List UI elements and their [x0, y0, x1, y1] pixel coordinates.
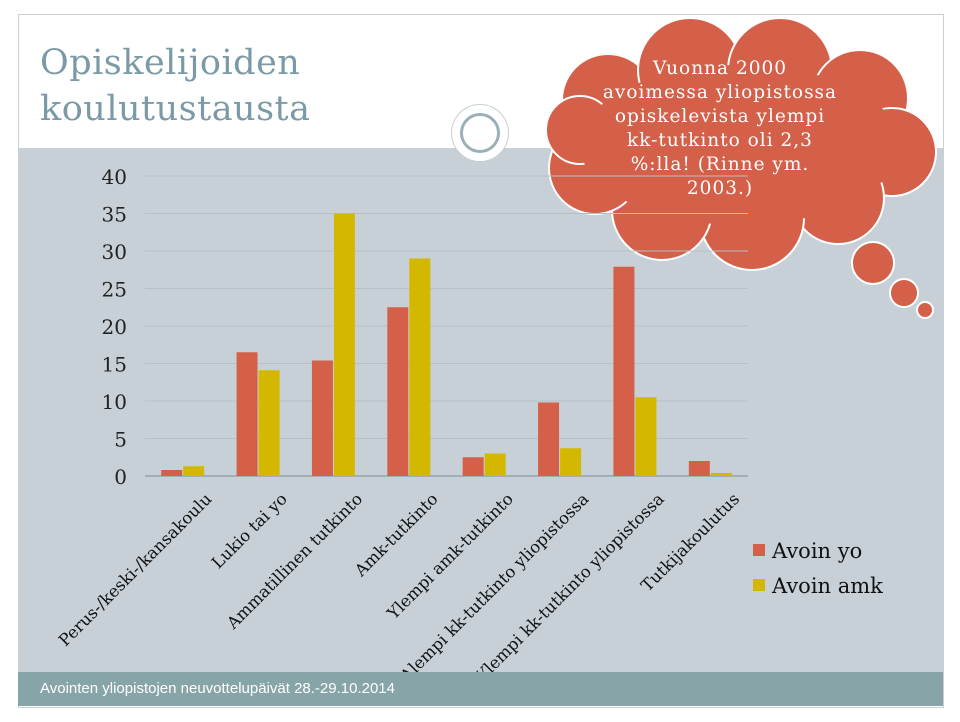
title-line-2: koulutustausta: [40, 89, 311, 129]
y-tick-label: 40: [102, 165, 127, 189]
bar-avoin-yo: [613, 266, 635, 476]
bar-avoin-yo: [311, 360, 333, 476]
legend-label: Avoin amk: [771, 574, 883, 598]
legend-swatch: [753, 579, 765, 591]
x-tick-label: Perus-/keski-/kansakoulu: [55, 489, 216, 650]
bar-avoin-yo: [161, 470, 183, 476]
y-tick-label: 5: [114, 428, 127, 452]
y-tick-label: 25: [102, 278, 127, 302]
bar-avoin-yo: [538, 402, 560, 476]
bar-avoin-amk: [560, 448, 582, 476]
bar-avoin-amk: [710, 473, 732, 476]
bar-avoin-amk: [635, 397, 657, 476]
slide-title: Opiskelijoiden koulutustausta: [40, 40, 311, 132]
footer-bar: [18, 672, 943, 706]
x-tick-label: Ammatillinen tutkinto: [222, 489, 366, 633]
y-tick-label: 0: [114, 465, 127, 489]
title-line-1: Opiskelijoiden: [40, 43, 301, 83]
y-tick-label: 15: [102, 353, 127, 377]
y-tick-label: 20: [102, 315, 127, 339]
bar-avoin-yo: [462, 457, 484, 476]
x-tick-label: Lukio tai yo: [208, 489, 291, 572]
callout-line: Vuonna 2000: [652, 58, 788, 79]
legend-label: Avoin yo: [771, 539, 862, 563]
bar-avoin-amk: [409, 258, 431, 476]
thought-cloud-callout: [545, 17, 937, 319]
callout-line: avoimessa yliopistossa: [602, 82, 838, 103]
x-tick-label: Ylempi amk-tutkinto: [383, 489, 517, 623]
bar-avoin-yo: [236, 352, 258, 476]
bar-avoin-amk: [333, 213, 355, 476]
legend-swatch: [753, 544, 765, 556]
decorative-ring-inner-icon: [460, 113, 500, 153]
callout-text: Vuonna 2000 avoimessa yliopistossa opisk…: [575, 57, 865, 201]
bar-avoin-yo: [688, 461, 710, 476]
callout-line: 2003.): [686, 178, 754, 199]
callout-line: kk-tutkinto oli 2,3: [627, 130, 813, 151]
bar-avoin-amk: [183, 466, 205, 476]
callout-line: %:lla! (Rinne ym.: [630, 154, 810, 175]
callout-line: opiskelevista ylempi: [614, 106, 826, 127]
bar-avoin-amk: [484, 453, 506, 476]
bar-avoin-amk: [258, 370, 280, 476]
y-tick-label: 30: [102, 240, 127, 264]
footer-text: Avointen yliopistojen neuvottelupäivät 2…: [40, 680, 395, 697]
bar-avoin-yo: [387, 307, 409, 476]
y-tick-label: 10: [102, 390, 127, 414]
y-tick-label: 35: [102, 203, 127, 227]
